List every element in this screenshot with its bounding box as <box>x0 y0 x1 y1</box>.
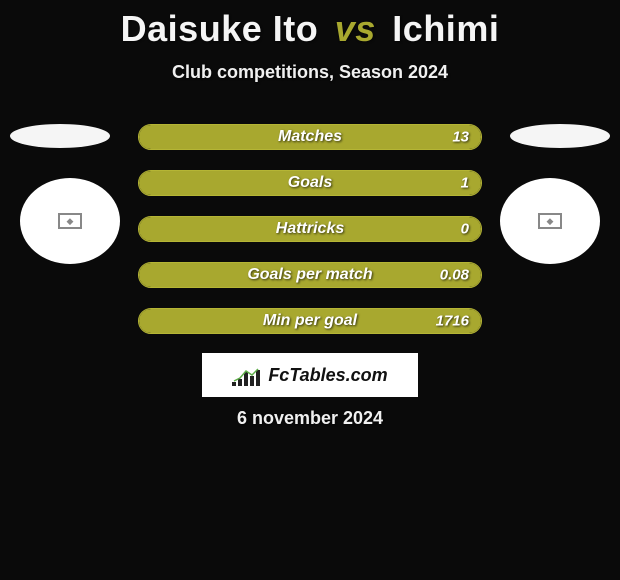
brand-box: FcTables.com <box>202 353 418 397</box>
comparison-title: Daisuke Ito vs Ichimi <box>0 0 620 50</box>
player2-shadow-ellipse <box>510 124 610 148</box>
stat-bar: Goals 1 <box>138 170 482 196</box>
stat-bar-value: 13 <box>452 129 469 146</box>
stat-bar-label: Hattricks <box>276 220 344 238</box>
stat-bar-label: Min per goal <box>263 312 357 330</box>
stat-bar: Goals per match 0.08 <box>138 262 482 288</box>
stat-bar-label: Goals per match <box>247 266 372 284</box>
stat-bar: Matches 13 <box>138 124 482 150</box>
player1-shadow-ellipse <box>10 124 110 148</box>
player1-avatar: ◆ <box>20 178 120 264</box>
subtitle: Club competitions, Season 2024 <box>0 62 620 83</box>
stat-bar-label: Matches <box>278 128 342 146</box>
stat-bar-label: Goals <box>288 174 332 192</box>
stat-bar-value: 0.08 <box>440 267 469 284</box>
stat-bar-value: 0 <box>461 221 469 238</box>
brand-text: FcTables.com <box>268 365 387 386</box>
stat-bar: Hattricks 0 <box>138 216 482 242</box>
stat-bars: Matches 13 Goals 1 Hattricks 0 Goals per match… <box>138 124 482 354</box>
stat-bar-value: 1 <box>461 175 469 192</box>
player1-name: Daisuke Ito <box>121 8 319 49</box>
stat-bar-value: 1716 <box>436 313 469 330</box>
footer-date: 6 november 2024 <box>0 408 620 429</box>
avatar-placeholder-icon: ◆ <box>58 213 82 229</box>
player2-name: Ichimi <box>392 8 499 49</box>
vs-text: vs <box>335 8 376 49</box>
stat-bar: Min per goal 1716 <box>138 308 482 334</box>
avatar-placeholder-icon: ◆ <box>538 213 562 229</box>
player2-avatar: ◆ <box>500 178 600 264</box>
brand-chart-icon <box>232 364 262 386</box>
